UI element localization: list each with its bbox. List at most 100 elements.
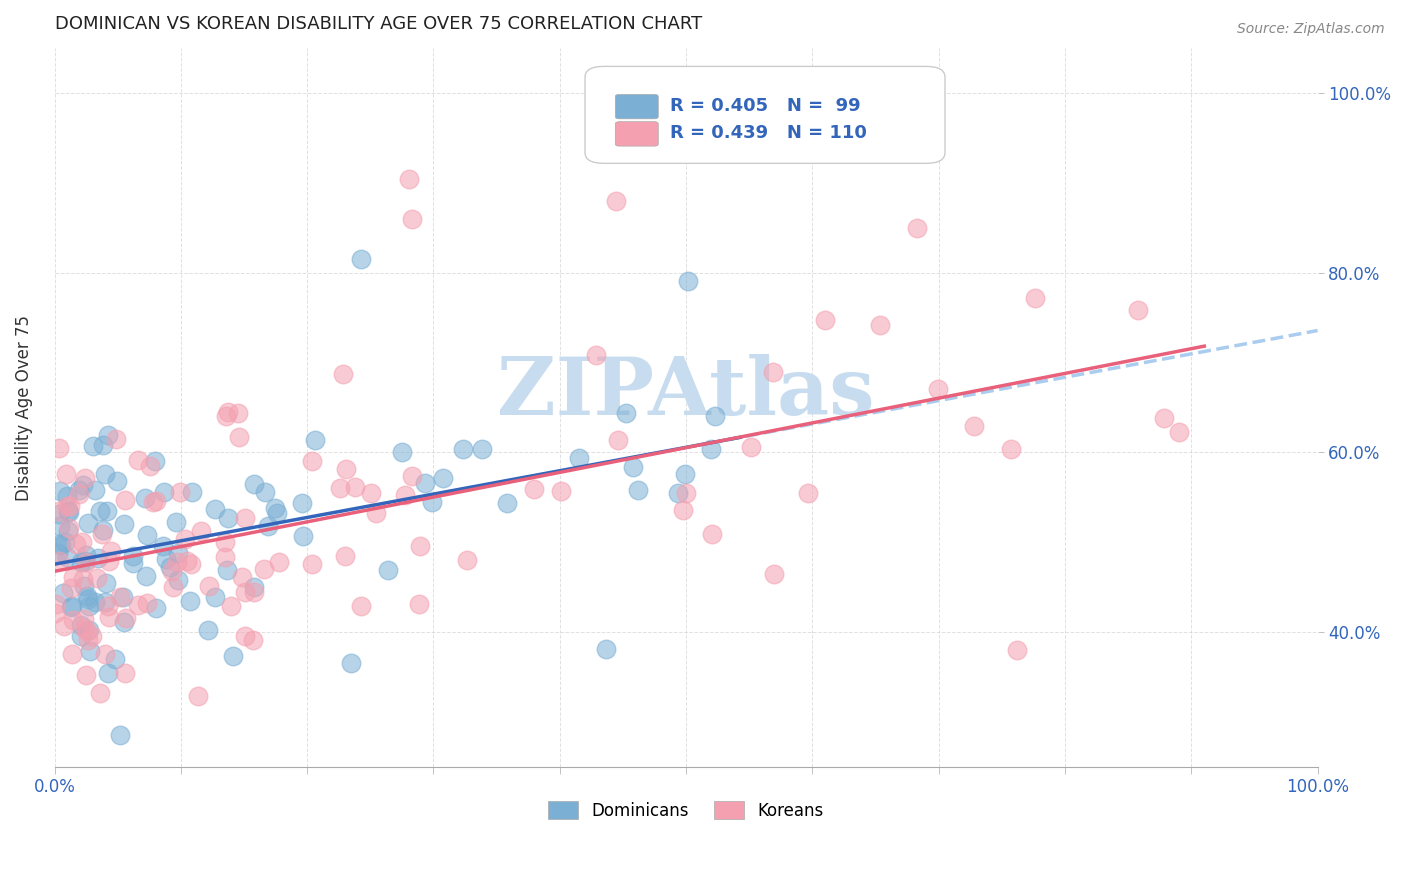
Point: [159, 560, 181, 574]
Point: [108, 590, 131, 604]
Y-axis label: Disability Age Over 75: Disability Age Over 75: [15, 315, 32, 500]
Point: [233, 584, 256, 599]
Point: [160, 564, 183, 578]
Point: [215, 409, 238, 424]
Point: [48, 519, 70, 533]
Point: [44, 606, 66, 620]
Point: [166, 573, 188, 587]
Point: [204, 502, 226, 516]
Point: [70, 535, 93, 549]
Point: [67, 487, 90, 501]
Point: [254, 484, 277, 499]
Point: [91, 523, 114, 537]
Point: [607, 434, 630, 448]
Point: [391, 445, 413, 459]
Point: [60, 599, 83, 614]
Point: [53, 619, 76, 633]
Point: [59, 500, 82, 514]
Point: [621, 459, 644, 474]
Point: [179, 594, 201, 608]
Point: [97, 427, 120, 442]
Point: [343, 480, 366, 494]
Point: [136, 528, 159, 542]
Point: [198, 579, 221, 593]
Point: [145, 494, 167, 508]
Point: [91, 527, 114, 541]
Point: [700, 442, 723, 457]
Point: [797, 485, 820, 500]
Point: [83, 483, 105, 498]
Point: [96, 576, 118, 591]
Text: R = 0.405   N =  99: R = 0.405 N = 99: [669, 97, 860, 115]
Legend: Dominicans, Koreans: Dominicans, Koreans: [541, 795, 831, 827]
Point: [360, 486, 382, 500]
Point: [62, 613, 84, 627]
Point: [304, 434, 326, 448]
Point: [65, 536, 87, 550]
Point: [413, 475, 436, 490]
Point: [432, 470, 454, 484]
Point: [394, 488, 416, 502]
Point: [329, 481, 352, 495]
FancyBboxPatch shape: [616, 95, 658, 119]
Point: [75, 555, 97, 569]
Point: [127, 598, 149, 612]
Point: [187, 689, 209, 703]
Point: [585, 348, 607, 362]
Point: [97, 666, 120, 681]
Point: [89, 503, 111, 517]
Point: [48, 503, 70, 517]
Point: [94, 647, 117, 661]
Point: [45, 597, 67, 611]
Point: [291, 496, 314, 510]
Point: [339, 657, 361, 671]
Point: [927, 382, 949, 396]
Point: [100, 543, 122, 558]
Point: [75, 668, 97, 682]
Point: [263, 500, 285, 515]
Point: [550, 484, 572, 499]
Point: [60, 647, 83, 661]
Point: [763, 567, 786, 582]
Text: R = 0.439   N = 110: R = 0.439 N = 110: [669, 124, 866, 142]
Point: [167, 546, 190, 560]
Point: [73, 612, 96, 626]
Point: [595, 642, 617, 657]
Point: [1000, 442, 1022, 456]
Point: [53, 535, 76, 549]
Point: [218, 405, 240, 419]
Point: [94, 467, 117, 481]
Point: [76, 624, 98, 639]
Point: [145, 601, 167, 615]
Point: [420, 495, 443, 509]
Point: [105, 474, 128, 488]
Point: [48, 507, 70, 521]
Point: [626, 483, 648, 497]
Point: [58, 505, 80, 519]
Point: [905, 221, 928, 235]
Point: [228, 430, 250, 444]
Point: [155, 551, 177, 566]
Point: [114, 665, 136, 680]
Point: [48, 537, 70, 551]
Point: [180, 557, 202, 571]
FancyBboxPatch shape: [616, 121, 658, 146]
Point: [219, 599, 242, 613]
Point: [301, 557, 323, 571]
Point: [73, 621, 96, 635]
Point: [58, 521, 80, 535]
Point: [86, 551, 108, 566]
Point: [226, 406, 249, 420]
Point: [963, 419, 986, 434]
Point: [70, 555, 93, 569]
Point: [134, 491, 156, 506]
Point: [82, 629, 104, 643]
Point: [79, 599, 101, 614]
Point: [605, 194, 627, 208]
Point: [335, 461, 357, 475]
Point: [114, 615, 136, 629]
Point: [76, 590, 98, 604]
Point: [84, 594, 107, 608]
Point: [1153, 410, 1175, 425]
Point: [1168, 425, 1191, 439]
